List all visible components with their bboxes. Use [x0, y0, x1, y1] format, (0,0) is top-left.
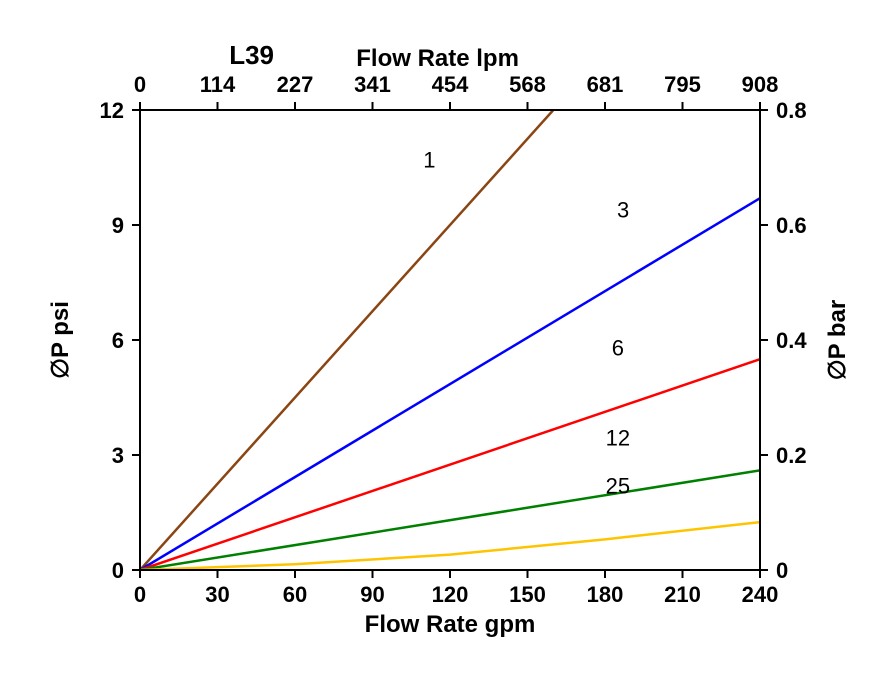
bottom-tick-label: 240: [742, 582, 779, 607]
top-tick-label: 341: [354, 72, 391, 97]
series-label: 6: [612, 335, 624, 360]
series-label: 1: [423, 148, 435, 173]
bottom-tick-label: 30: [205, 582, 229, 607]
bottom-tick-label: 60: [283, 582, 307, 607]
bottom-tick-label: 180: [587, 582, 624, 607]
series-label: 12: [606, 425, 630, 450]
right-tick-label: 0.2: [776, 443, 807, 468]
top-tick-label: 454: [432, 72, 469, 97]
top-tick-label: 795: [664, 72, 701, 97]
bottom-tick-label: 210: [664, 582, 701, 607]
series-label: 25: [606, 473, 630, 498]
top-tick-label: 681: [587, 72, 624, 97]
bottom-tick-label: 90: [360, 582, 384, 607]
top-tick-label: 114: [200, 72, 236, 97]
series-label: 3: [617, 197, 629, 222]
bottom-axis-title: Flow Rate gpm: [365, 611, 536, 638]
top-tick-label: 0: [134, 72, 146, 97]
left-tick-label: 6: [112, 328, 124, 353]
pressure-drop-chart: 0306090120150180210240Flow Rate gpm01142…: [0, 0, 882, 694]
left-tick-label: 0: [112, 558, 124, 583]
top-tick-label: 908: [742, 72, 779, 97]
left-tick-label: 9: [112, 213, 124, 238]
right-tick-label: 0.4: [776, 328, 807, 353]
left-axis-title: ∅P psi: [47, 301, 74, 379]
chart-svg: 0306090120150180210240Flow Rate gpm01142…: [0, 0, 882, 694]
bottom-tick-label: 120: [432, 582, 469, 607]
top-tick-label: 227: [277, 72, 314, 97]
model-label: L39: [229, 40, 274, 70]
right-tick-label: 0.8: [776, 98, 807, 123]
top-tick-label: 568: [509, 72, 546, 97]
bottom-tick-label: 0: [134, 582, 146, 607]
bottom-tick-label: 150: [509, 582, 546, 607]
right-tick-label: 0.6: [776, 213, 807, 238]
right-axis-title: ∅P bar: [824, 300, 851, 381]
top-axis-title: Flow Rate lpm: [356, 45, 519, 72]
left-tick-label: 3: [112, 443, 124, 468]
left-tick-label: 12: [100, 98, 124, 123]
right-tick-label: 0: [776, 558, 788, 583]
